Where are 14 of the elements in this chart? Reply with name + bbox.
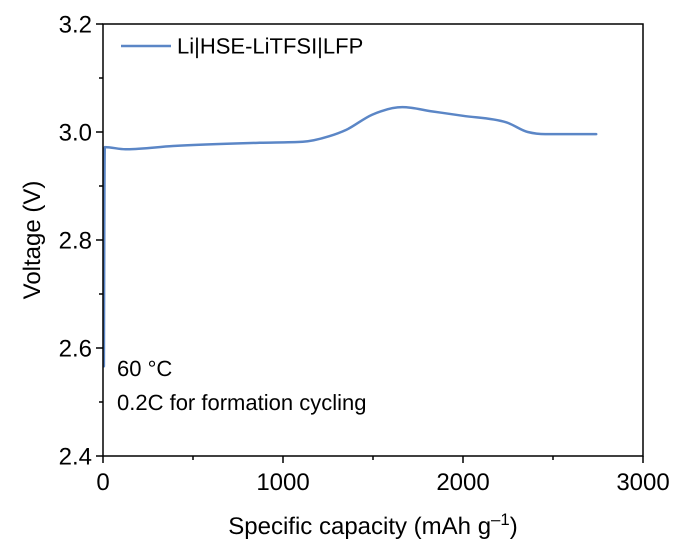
- x-tick-label: 3000: [616, 469, 670, 496]
- y-tick-label: 2.6: [58, 335, 92, 362]
- x-tick-label: 0: [96, 469, 110, 496]
- annotation: 0.2C for formation cycling: [117, 390, 366, 415]
- legend-label: Li|HSE-LiTFSI|LFP: [177, 34, 364, 59]
- y-tick-label: 3.0: [58, 119, 92, 146]
- x-axis-title: Specific capacity (mAh g$^{–1}$): [228, 510, 518, 540]
- y-axis-title: Voltage (V): [19, 180, 46, 300]
- y-tick-label: 2.8: [58, 227, 92, 254]
- annotation: 60 °C: [117, 356, 172, 381]
- y-tick-label: 2.4: [58, 443, 92, 470]
- y-tick-label: 3.2: [58, 11, 92, 38]
- x-tick-label: 2000: [436, 469, 490, 496]
- x-tick-label: 1000: [256, 469, 310, 496]
